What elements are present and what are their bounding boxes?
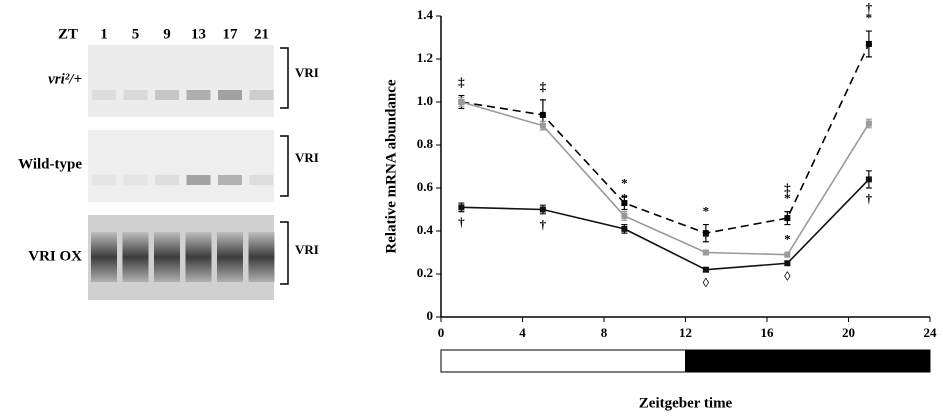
- row-label: Wild-type: [18, 156, 82, 172]
- annotation: †: [866, 191, 873, 206]
- annotation: †: [458, 215, 465, 230]
- data-point: [703, 250, 709, 256]
- light-dark-bar: [686, 350, 931, 372]
- y-tick-label: 1.4: [417, 7, 434, 22]
- annotation: *: [784, 231, 791, 246]
- x-tick-label: 20: [842, 325, 855, 340]
- y-tick-label: 1.0: [417, 93, 433, 108]
- blot-panel: [88, 130, 274, 202]
- data-point: [540, 123, 546, 129]
- annotation: ‡: [458, 75, 465, 90]
- blot-band: [92, 90, 116, 100]
- lane-label: 5: [132, 26, 140, 42]
- x-tick-label: 0: [438, 325, 445, 340]
- x-tick-label: 16: [761, 325, 775, 340]
- blot-band: [124, 175, 148, 185]
- x-tick-label: 4: [519, 325, 526, 340]
- annotation: *: [621, 191, 628, 206]
- y-tick-label: 1.2: [417, 50, 433, 65]
- series-line: [461, 44, 869, 233]
- bracket: [280, 48, 288, 284]
- annotation: ‡: [540, 79, 547, 94]
- data-point: [784, 252, 790, 258]
- blot-band: [123, 232, 149, 282]
- annotation: *: [703, 229, 710, 244]
- lane-header: ZT: [58, 26, 78, 42]
- blot-band: [217, 232, 243, 282]
- x-tick-label: 24: [924, 325, 938, 340]
- blot-band: [187, 175, 211, 185]
- annotation: ‡: [784, 181, 791, 196]
- series-line: [461, 102, 869, 255]
- annotation: ◊: [784, 268, 791, 283]
- blot-band: [186, 232, 212, 282]
- data-point: [621, 226, 627, 232]
- annotation: *: [621, 176, 628, 191]
- annotation: †: [866, 0, 873, 15]
- y-tick-label: 0: [427, 308, 434, 323]
- y-axis-label: Relative mRNA abundance: [383, 79, 399, 254]
- band-label: VRI: [295, 65, 319, 80]
- blot-band: [91, 232, 117, 282]
- data-point: [540, 207, 546, 213]
- lane-label: 9: [163, 26, 171, 42]
- data-point: [784, 215, 790, 221]
- light-dark-bar: [441, 350, 686, 372]
- annotation: *: [703, 204, 710, 219]
- series-line: [461, 179, 869, 269]
- data-point: [621, 213, 627, 219]
- data-point: [703, 267, 709, 273]
- y-tick-label: 0.6: [417, 179, 434, 194]
- blot-band: [124, 90, 148, 100]
- data-point: [458, 204, 464, 210]
- blot-band: [250, 90, 274, 100]
- blot-band: [154, 232, 180, 282]
- lane-label: 17: [223, 26, 239, 42]
- lane-label: 1: [100, 26, 108, 42]
- lane-label: 13: [191, 26, 206, 42]
- annotation: †: [540, 217, 547, 232]
- blot-band: [250, 175, 274, 185]
- figure: ZT 1 5 9 13 17 21 vri²/+ VRI Wild-type VRI VRI OX V…: [0, 0, 943, 417]
- data-point: [458, 99, 464, 105]
- y-tick-label: 0.2: [417, 265, 433, 280]
- x-axis-label: Zeitgeber time: [639, 395, 733, 411]
- blot-band: [92, 175, 116, 185]
- data-point: [866, 121, 872, 127]
- y-tick-label: 0.8: [417, 136, 434, 151]
- data-point: [866, 176, 872, 182]
- blot-band: [218, 175, 242, 185]
- blot-band: [187, 90, 211, 100]
- row-label: VRI OX: [28, 248, 82, 264]
- lane-label: 21: [254, 26, 269, 42]
- blot-panel: [88, 45, 274, 117]
- x-tick-label: 8: [601, 325, 608, 340]
- band-label: VRI: [295, 242, 319, 257]
- blot-band: [155, 90, 179, 100]
- data-point: [866, 41, 872, 47]
- row-label: vri²/+: [48, 71, 82, 87]
- band-label: VRI: [295, 150, 319, 165]
- x-tick-label: 12: [679, 325, 692, 340]
- blot-band: [249, 232, 275, 282]
- blot-band: [218, 90, 242, 100]
- annotation: ◊: [703, 275, 710, 290]
- data-point: [540, 112, 546, 118]
- y-tick-label: 0.4: [417, 222, 434, 237]
- blot-band: [155, 175, 179, 185]
- data-point: [784, 260, 790, 266]
